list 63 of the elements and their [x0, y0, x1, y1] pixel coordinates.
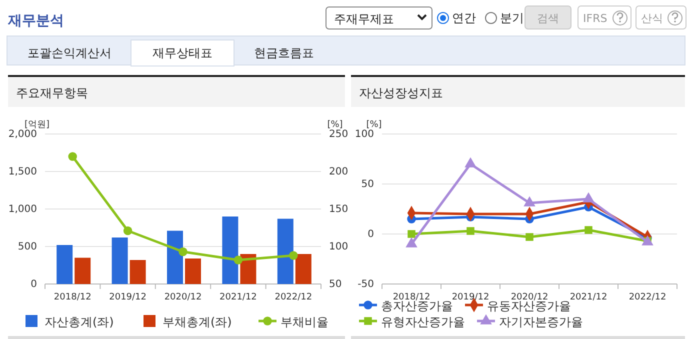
- point: [464, 157, 476, 168]
- x-tick-label: 2021/12: [570, 292, 608, 302]
- y2-tick-label: 50: [329, 279, 342, 290]
- text: 재무상태표: [152, 46, 212, 60]
- legend-label: 유형자산증가율: [381, 315, 465, 329]
- x-tick-label: 2018/12: [54, 292, 92, 302]
- point: [123, 226, 132, 236]
- legend-label: 부채비율: [280, 315, 328, 329]
- y-tick-label: 1,000: [8, 204, 37, 216]
- legend-label: 부채총계(좌): [162, 315, 232, 329]
- text: 연간: [452, 11, 476, 25]
- x-tick-label: 2022/12: [628, 292, 666, 302]
- chart-title: 자산성장성지표: [359, 86, 443, 100]
- bar: [56, 245, 73, 284]
- point: [526, 233, 534, 241]
- text: 재무분석: [7, 13, 64, 29]
- y-axis-title: [%]: [366, 120, 382, 130]
- y-axis-title: [억원]: [24, 120, 50, 130]
- bar: [130, 260, 146, 284]
- x-tick-label: 2019/12: [109, 292, 146, 302]
- bar: [295, 254, 312, 284]
- legend-label: 자산총계(좌): [44, 315, 114, 329]
- y-tick-label: 0: [30, 279, 37, 290]
- y-tick-label: 50: [361, 179, 374, 190]
- text: 산식: [641, 12, 663, 25]
- y2-tick-label: 100: [329, 242, 348, 253]
- text: 포괄손익계산서: [28, 46, 112, 60]
- bar: [167, 230, 183, 284]
- point: [584, 226, 592, 234]
- y2-tick-label: 200: [329, 166, 348, 178]
- point: [466, 227, 474, 235]
- point: [234, 256, 243, 264]
- y-tick-label: -50: [358, 279, 374, 290]
- bar: [112, 238, 128, 284]
- y-tick-label: 2,000: [8, 129, 37, 140]
- y-tick-label: 500: [18, 242, 37, 253]
- y-tick-label: 1,500: [8, 166, 37, 178]
- legend-label: 자기자본증가율: [499, 315, 583, 329]
- text: 분기: [500, 11, 524, 25]
- x-tick-label: 2021/12: [220, 292, 257, 302]
- y2-tick-label: 250: [329, 129, 348, 140]
- chart-title: 주요재무항목: [16, 86, 88, 100]
- text: 현금흐름표: [254, 46, 314, 60]
- y-tick-label: 100: [354, 129, 374, 140]
- point: [582, 192, 594, 202]
- point: [289, 251, 298, 260]
- bar: [74, 258, 91, 284]
- text: IFRS: [583, 12, 608, 25]
- point: [178, 247, 188, 256]
- bar: [277, 218, 294, 284]
- x-tick-label: 2019/12: [452, 292, 490, 302]
- x-tick-label: 2022/12: [274, 292, 312, 302]
- point: [68, 152, 77, 161]
- point: [408, 230, 416, 238]
- point: [524, 196, 536, 206]
- text: 검색: [537, 12, 559, 25]
- bar: [185, 258, 201, 284]
- bar: [222, 216, 238, 284]
- text: 주재무제표: [334, 12, 394, 26]
- y2-tick-label: 150: [329, 204, 348, 216]
- y2-axis-title: [%]: [327, 120, 343, 130]
- x-tick-label: 2020/12: [164, 292, 202, 302]
- y-tick-label: 0: [368, 229, 374, 240]
